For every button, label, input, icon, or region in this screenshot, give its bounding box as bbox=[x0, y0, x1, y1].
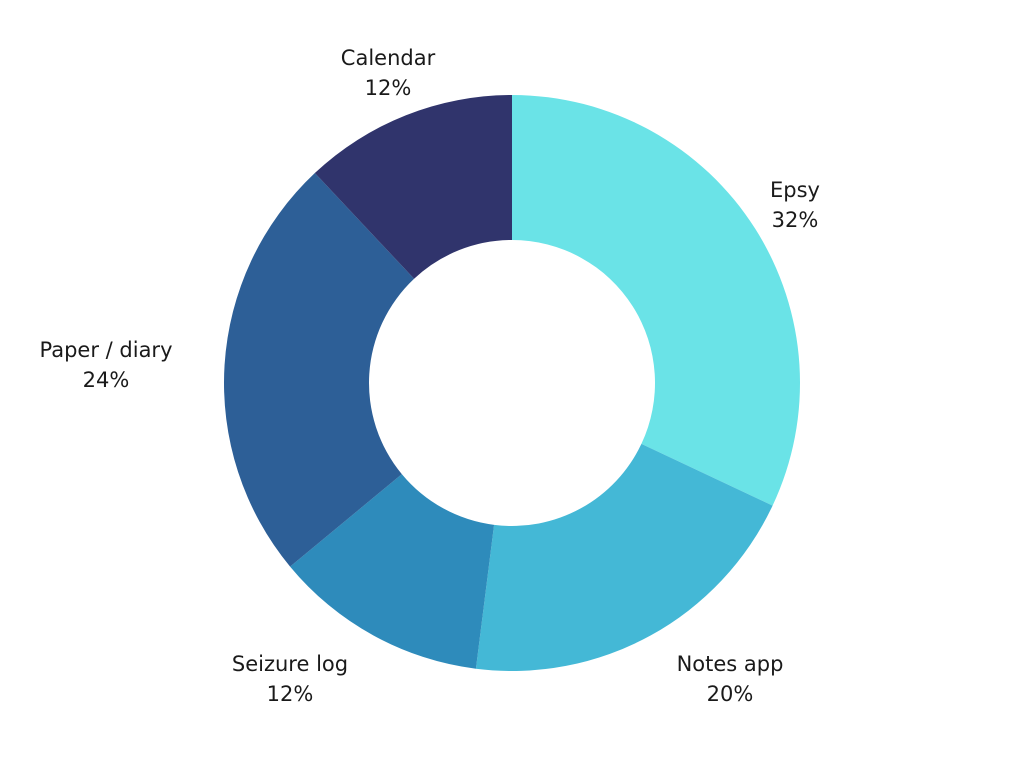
slice-seizure-log bbox=[290, 474, 495, 669]
slice-calendar bbox=[314, 95, 512, 279]
slice-label-percent: 12% bbox=[267, 682, 314, 706]
slice-epsy bbox=[512, 95, 800, 506]
slice-label-name: Notes app bbox=[677, 652, 784, 676]
slice-label-name: Epsy bbox=[770, 178, 820, 202]
slice-label-name: Calendar bbox=[341, 46, 436, 70]
slice-labels: Epsy 32% Notes app 20% Seizure log 12% Paper /… bbox=[40, 46, 820, 706]
slice-label-name: Paper / diary bbox=[40, 338, 173, 362]
slice-label-name: Seizure log bbox=[232, 652, 348, 676]
slice-label-percent: 24% bbox=[83, 368, 130, 392]
slice-label-percent: 12% bbox=[365, 76, 412, 100]
slice-paper-diary bbox=[224, 173, 415, 567]
slice-label-percent: 32% bbox=[772, 208, 819, 232]
slice-label-percent: 20% bbox=[707, 682, 754, 706]
slice-notes-app bbox=[475, 443, 773, 671]
donut-slices bbox=[224, 95, 800, 671]
